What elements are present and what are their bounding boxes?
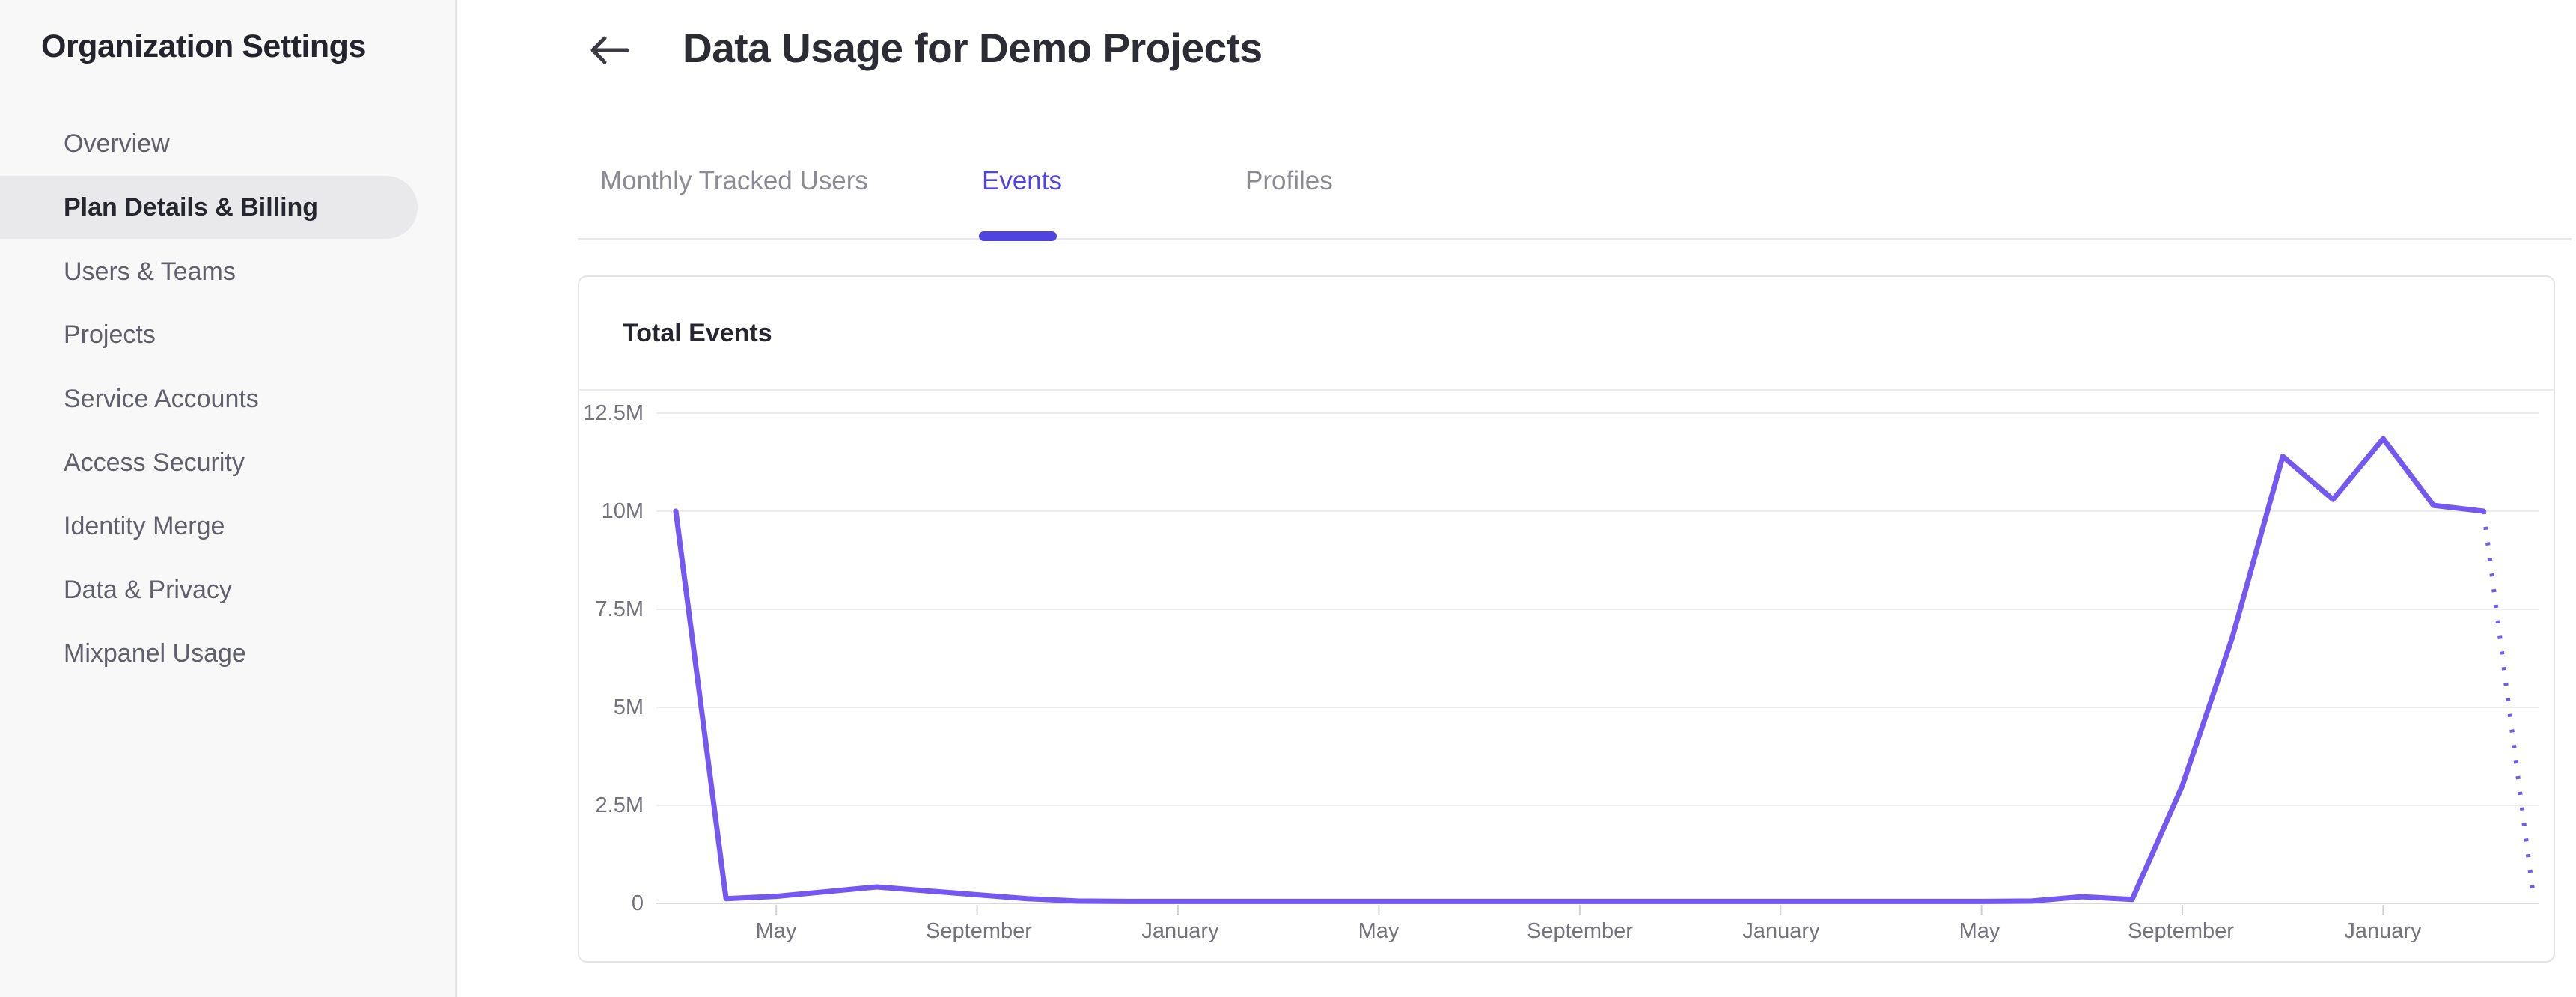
sidebar-item-users-teams[interactable]: Users & Teams — [64, 257, 236, 286]
tab-profiles[interactable]: Profiles — [1245, 166, 1333, 195]
x-axis-label: January — [2344, 919, 2422, 943]
x-axis-label: September — [2128, 919, 2234, 943]
settings-sidebar: Organization Settings Overview Plan Deta… — [0, 0, 457, 997]
tab-events[interactable]: Events — [982, 166, 1062, 195]
y-axis-label: 10M — [601, 499, 644, 523]
sidebar-item-mixpanel-usage[interactable]: Mixpanel Usage — [64, 638, 246, 668]
y-axis-label: 7.5M — [595, 597, 644, 621]
y-axis-label: 12.5M — [583, 401, 644, 425]
sidebar-item-identity-merge[interactable]: Identity Merge — [64, 511, 225, 540]
sidebar-item-access-security[interactable]: Access Security — [64, 448, 245, 477]
y-axis-label: 2.5M — [595, 793, 644, 817]
total-events-card: Total Events — [578, 275, 2555, 963]
page-title: Data Usage for Demo Projects — [683, 25, 1263, 71]
y-axis-label: 0 — [631, 891, 644, 915]
sidebar-item-service-accounts[interactable]: Service Accounts — [64, 384, 259, 413]
x-axis-label: September — [1527, 919, 1633, 943]
sidebar-item-overview[interactable]: Overview — [64, 129, 170, 158]
back-button[interactable] — [587, 30, 633, 70]
y-axis-label: 5M — [613, 695, 644, 719]
x-axis-label: January — [1141, 919, 1219, 943]
tab-monthly-tracked-users[interactable]: Monthly Tracked Users — [600, 166, 868, 195]
sidebar-item-projects[interactable]: Projects — [64, 320, 156, 349]
card-header: Total Events — [579, 277, 2554, 391]
left-arrow-icon — [590, 36, 629, 64]
card-title: Total Events — [623, 318, 772, 347]
sidebar-item-data-privacy[interactable]: Data & Privacy — [64, 575, 232, 604]
x-axis-label: January — [1742, 919, 1820, 943]
x-axis-label: September — [926, 919, 1032, 943]
x-axis-label: May — [755, 919, 797, 943]
sidebar-title: Organization Settings — [41, 28, 366, 64]
events-line-chart[interactable] — [578, 393, 2560, 962]
x-axis-label: May — [1959, 919, 2000, 943]
tab-underline — [578, 238, 2572, 240]
active-tab-indicator — [979, 231, 1057, 241]
x-axis-label: May — [1358, 919, 1400, 943]
sidebar-item-plan-details-billing[interactable]: Plan Details & Billing — [0, 176, 418, 239]
